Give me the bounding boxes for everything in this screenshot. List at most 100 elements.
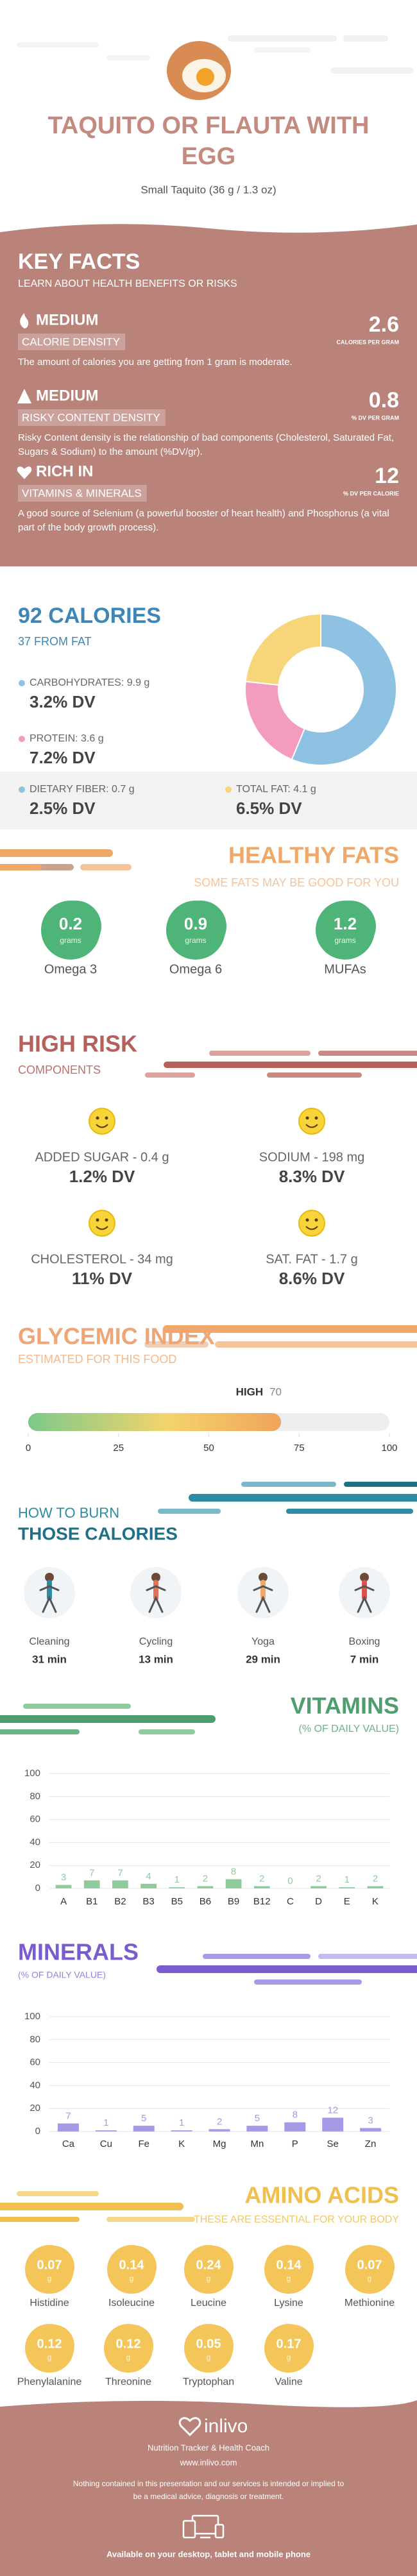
amino-value: 0.05 (196, 2337, 221, 2351)
fact-text: A good source of Selenium (a powerful bo… (18, 508, 389, 533)
risk-dv: 1.2% DV (69, 1167, 135, 1186)
amino-value: 0.17 (277, 2337, 302, 2351)
value-label: 5 (141, 2113, 146, 2124)
nutrient-label: TOTAL FAT: 4.1 g (236, 784, 316, 795)
nutrient-dv: 7.2% DV (30, 748, 96, 767)
smiley-eye (305, 1218, 309, 1222)
fat-name: MUFAs (324, 962, 366, 976)
amino-blob-edge (32, 2246, 74, 2288)
amino-blob-edge (191, 2325, 234, 2367)
bar (246, 2126, 268, 2131)
y-tick-label: 40 (30, 2080, 40, 2090)
warning-icon (17, 389, 31, 403)
section-subtitle: (% OF DAILY VALUE) (18, 1970, 106, 1980)
fat-name: Omega 3 (44, 962, 97, 976)
section-subtitle: SOME FATS MAY BE GOOD FOR YOU (194, 876, 399, 889)
x-tick-label: 0 (26, 1443, 31, 1453)
nutrient-label: CARBOHYDRATES: 9.9 g (30, 677, 149, 688)
value-label: 4 (146, 1871, 151, 1882)
amino-blob-edge (271, 2325, 314, 2367)
x-tick-label: E (344, 1896, 350, 1907)
smiley-mouth (96, 1226, 108, 1230)
fat-blob-edge (175, 901, 226, 952)
fact-name: CALORIE DENSITY (22, 335, 120, 348)
x-tick-label: K (178, 2139, 185, 2149)
disclaimer: Nothing contained in this presentation a… (72, 2479, 345, 2501)
x-tick-label: B12 (253, 1896, 271, 1907)
value-label: 1 (179, 2117, 184, 2128)
fact-value: 12 (375, 464, 399, 488)
x-tick-label: K (372, 1896, 379, 1907)
x-tick-label: B3 (142, 1896, 154, 1907)
smiley-eye (314, 1218, 318, 1222)
value-label: 0 (287, 1876, 293, 1886)
fact-name: VITAMINS & MINERALS (22, 487, 142, 499)
amino-unit: g (287, 2353, 291, 2362)
amino-name: Histidine (30, 2298, 69, 2309)
x-tick-label: Cu (100, 2139, 112, 2149)
activity-name: Yoga (251, 1636, 275, 1647)
value-label: 2 (373, 1873, 378, 1884)
smiley-eye (305, 1116, 309, 1120)
value-label: 1 (345, 1874, 350, 1885)
activity-name: Boxing (349, 1636, 380, 1647)
value-label: 7 (117, 1867, 123, 1878)
amino-name: Methionine (345, 2298, 395, 2309)
fact-unit: % DV PER CALORIE (343, 490, 399, 496)
amino-value: 0.12 (116, 2337, 141, 2351)
nutrient-dot (19, 680, 25, 686)
bar (83, 1880, 100, 1888)
value-label: 8 (293, 2110, 298, 2121)
fact-name-bg (18, 485, 147, 502)
figure-limbs (39, 1585, 60, 1613)
amino-blob-edge (32, 2325, 74, 2367)
donut-slice (291, 613, 397, 766)
fact-name-bg (18, 409, 166, 426)
y-tick-label: 80 (30, 1791, 40, 1802)
amino-unit: g (47, 2274, 52, 2283)
fat-unit: grams (60, 936, 81, 945)
value-label: 7 (89, 1867, 94, 1878)
section-subtitle: 37 FROM FAT (18, 635, 92, 648)
amino-value: 0.12 (37, 2337, 62, 2351)
figure-limbs (253, 1585, 273, 1613)
amino-unit: g (207, 2274, 211, 2283)
y-tick-label: 80 (30, 2034, 40, 2045)
section-subtitle: COMPONENTS (18, 1063, 101, 1076)
amino-blob-edge (114, 2246, 157, 2288)
amino-unit: g (368, 2274, 372, 2283)
smiley-eye (105, 1116, 108, 1120)
fat-value: 1.2 (334, 914, 357, 933)
amino-blob-edge (111, 2325, 153, 2367)
smiley (298, 1210, 325, 1237)
y-tick-label: 60 (30, 1814, 40, 1825)
x-tick-label: Ca (62, 2139, 75, 2149)
device-phone (214, 2523, 225, 2539)
activity-time: 31 min (32, 1653, 67, 1665)
amino-unit: g (126, 2353, 131, 2362)
page-title: TAQUITO OR FLAUTA WITH EGG (47, 112, 370, 170)
section-title: VITAMINS (291, 1693, 399, 1719)
x-tick-label: P (292, 2139, 298, 2149)
bar (197, 1886, 214, 1888)
risk-label: SODIUM - 198 mg (259, 1150, 364, 1164)
egg-yolk (196, 68, 214, 86)
amino-value: 0.14 (277, 2258, 302, 2272)
value-label: 1 (103, 2117, 108, 2128)
x-tick-label: Zn (365, 2139, 377, 2149)
value-label: 2 (203, 1873, 208, 1884)
x-tick-label: Fe (138, 2139, 149, 2149)
nutrient-dot (19, 786, 25, 793)
footer-bg (0, 2400, 417, 2576)
bar (339, 1887, 355, 1888)
fact-unit: CALORIES PER GRAM (336, 339, 399, 345)
nutrient-label: DIETARY FIBER: 0.7 g (30, 784, 135, 795)
section-title: THOSE CALORIES (18, 1523, 178, 1543)
activity-name: Cleaning (29, 1636, 69, 1647)
fact-level: MEDIUM (36, 387, 98, 404)
page-subtitle: Small Taquito (36 g / 1.3 oz) (140, 183, 276, 196)
figure-head (360, 1573, 369, 1582)
bar (253, 1886, 270, 1888)
x-tick-label: 100 (381, 1443, 397, 1453)
